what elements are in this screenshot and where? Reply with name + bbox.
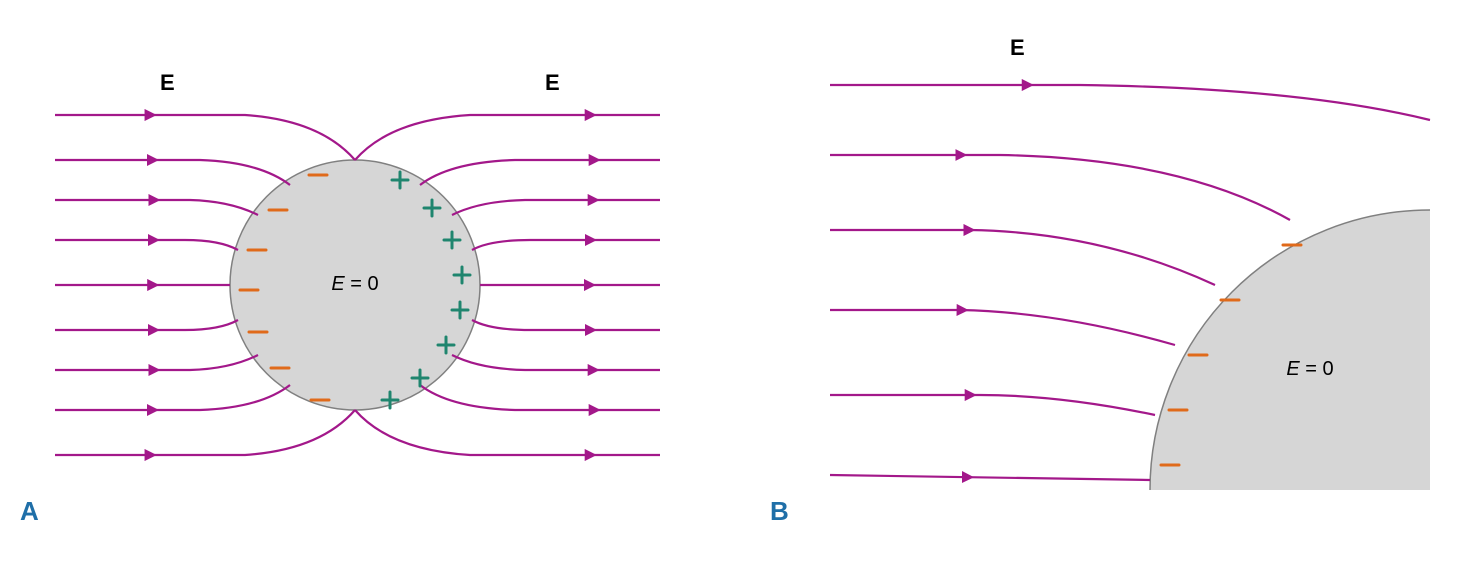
field-line: [420, 385, 660, 410]
panel-b: E = 0 E B: [770, 35, 1430, 526]
field-line: [355, 410, 660, 455]
field-line: [55, 200, 258, 215]
field-line: [55, 355, 258, 370]
field-line: [830, 475, 1150, 480]
field-line: [452, 200, 660, 215]
field-line: [830, 230, 1215, 285]
field-line: [830, 85, 1430, 120]
panel-a: E = 0 E E A: [20, 70, 660, 526]
field-line: [55, 320, 238, 330]
e-vector-label: E: [545, 70, 560, 95]
field-line: [830, 310, 1175, 345]
field-line: [55, 240, 238, 250]
field-line: [452, 355, 660, 370]
field-line: [55, 115, 355, 160]
inside-field-label: E = 0: [1286, 358, 1333, 380]
panel-label-b: B: [770, 496, 789, 526]
field-line: [472, 240, 660, 250]
field-line: [55, 385, 290, 410]
field-line: [355, 115, 660, 160]
field-line: [472, 320, 660, 330]
field-line: [420, 160, 660, 185]
e-vector-label: E: [160, 70, 175, 95]
e-vector-label: E: [1010, 35, 1025, 60]
panel-label-a: A: [20, 496, 39, 526]
conductor-body: [1150, 210, 1430, 490]
field-line: [830, 395, 1155, 415]
inside-field-label: E = 0: [331, 273, 378, 295]
field-line: [830, 155, 1290, 220]
field-line: [55, 410, 355, 455]
field-line: [55, 160, 290, 185]
